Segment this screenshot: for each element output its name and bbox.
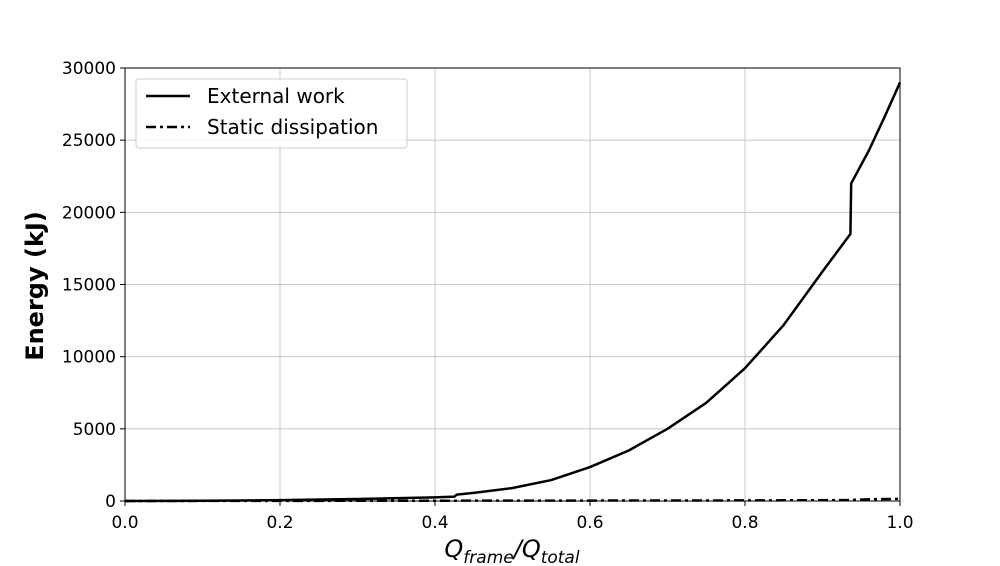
y-axis-label: Energy (kJ) [21,211,49,361]
legend-label-static-dissipation: Static dissipation [207,115,378,139]
x-axis-label-base1: Q [444,535,463,563]
y-tick-label: 10000 [62,348,116,368]
y-tick-label: 20000 [62,203,116,223]
x-axis-label-sub2: total [541,548,580,566]
x-axis-label-base2: Q [522,535,541,563]
x-tick-label: 1.0 [886,513,913,533]
legend-label-external-work: External work [207,84,345,108]
series-line-external-work [124,81,902,503]
series-line-static-dissipation [124,497,901,503]
legend-box [135,78,408,149]
legend: External work Static dissipation [135,78,408,149]
y-tick-label: 15000 [62,276,116,296]
x-axis-label: Qframe/Qtotal [444,535,579,566]
x-tick-label: 0.4 [421,513,448,533]
x-axis-label-sub1: frame [463,548,513,566]
axis-ticks: 0.0 0.2 0.4 0.6 0.8 1.0 0 5000 10000 15000 20000 25… [62,59,914,533]
x-tick-label: 0.6 [576,513,603,533]
x-tick-label: 0.8 [731,513,758,533]
series-lines [124,81,902,503]
y-tick-label: 0 [105,492,116,512]
x-tick-label: 0.2 [266,513,293,533]
y-tick-label: 30000 [62,59,116,79]
x-axis-label-slash: / [512,535,525,563]
y-tick-label: 25000 [62,131,116,151]
y-tick-label: 5000 [73,420,116,440]
x-tick-label: 0.0 [111,513,138,533]
